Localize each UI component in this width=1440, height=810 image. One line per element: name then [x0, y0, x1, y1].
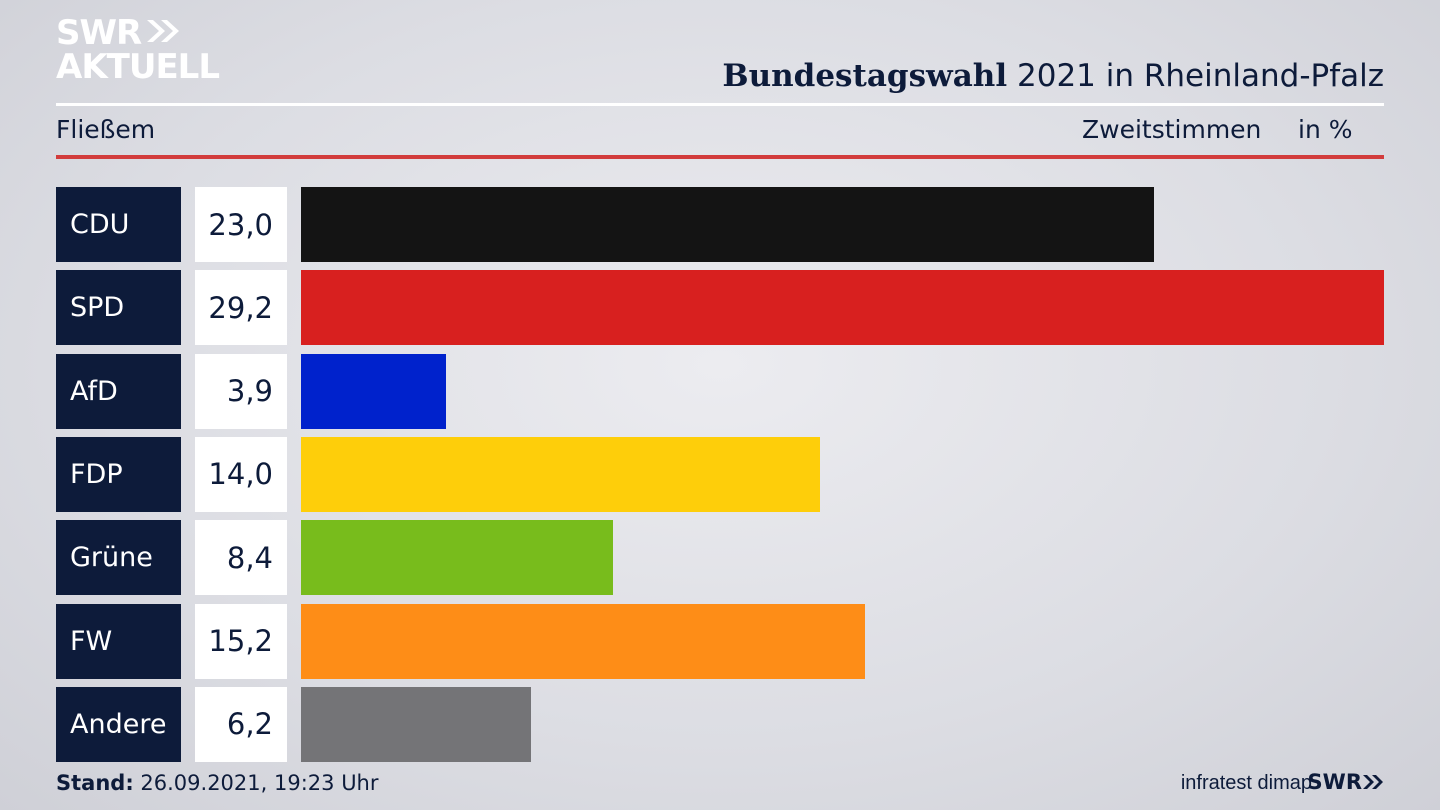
accent-divider	[56, 155, 1384, 159]
bar-row: AfD 3,9	[56, 353, 1384, 429]
value-label: 8,4	[195, 520, 287, 596]
value-label: 29,2	[195, 270, 287, 346]
title-rest: 2021 in Rheinland-Pfalz	[1017, 58, 1384, 94]
brand-chevron-icon	[1363, 775, 1383, 789]
timestamp: Stand: 26.09.2021, 19:23 Uhr	[56, 771, 379, 795]
bar	[301, 187, 1154, 262]
bar-row: CDU 23,0	[56, 187, 1384, 262]
bar	[301, 686, 531, 762]
bar-row: FW 15,2	[56, 603, 1384, 679]
source-label: infratest dimap	[1180, 772, 1312, 794]
region-label: Fließem	[56, 115, 156, 144]
bar	[301, 353, 446, 429]
bar-row: Andere 6,2	[56, 686, 1384, 762]
bar	[301, 520, 613, 596]
value-label: 23,0	[195, 187, 287, 262]
bar	[301, 270, 1384, 346]
bar	[301, 436, 820, 512]
double-chevron-icon	[145, 16, 181, 50]
value-label: 15,2	[195, 603, 287, 679]
header-divider	[56, 103, 1384, 106]
logo-swr-text: SWR	[56, 13, 142, 53]
stand-value: 26.09.2021, 19:23 Uhr	[140, 771, 379, 795]
title-bold: Bundestagswahl	[722, 58, 1008, 94]
party-label: FW	[56, 603, 181, 679]
party-label: FDP	[56, 436, 181, 512]
party-label: Grüne	[56, 520, 181, 596]
value-label: 14,0	[195, 436, 287, 512]
value-label: 6,2	[195, 686, 287, 762]
party-label: SPD	[56, 270, 181, 346]
bar-row: FDP 14,0	[56, 436, 1384, 512]
party-label: Andere	[56, 686, 181, 762]
bar-row: Grüne 8,4	[56, 520, 1384, 596]
value-label: 3,9	[195, 353, 287, 429]
swr-aktuell-logo: SWR AKTUELL	[56, 13, 220, 87]
party-label: CDU	[56, 187, 181, 262]
logo-aktuell-text: AKTUELL	[56, 47, 220, 87]
unit-label: in %	[1298, 115, 1353, 144]
swr-brand: SWR	[1308, 770, 1384, 794]
party-label: AfD	[56, 353, 181, 429]
page-title: Bundestagswahl 2021 in Rheinland-Pfalz	[722, 58, 1384, 94]
brand-text: SWR	[1307, 770, 1362, 794]
bar	[301, 603, 865, 679]
bar-row: SPD 29,2	[56, 270, 1384, 346]
vote-type-label: Zweitstimmen	[1082, 115, 1262, 144]
stand-label: Stand:	[56, 771, 134, 795]
